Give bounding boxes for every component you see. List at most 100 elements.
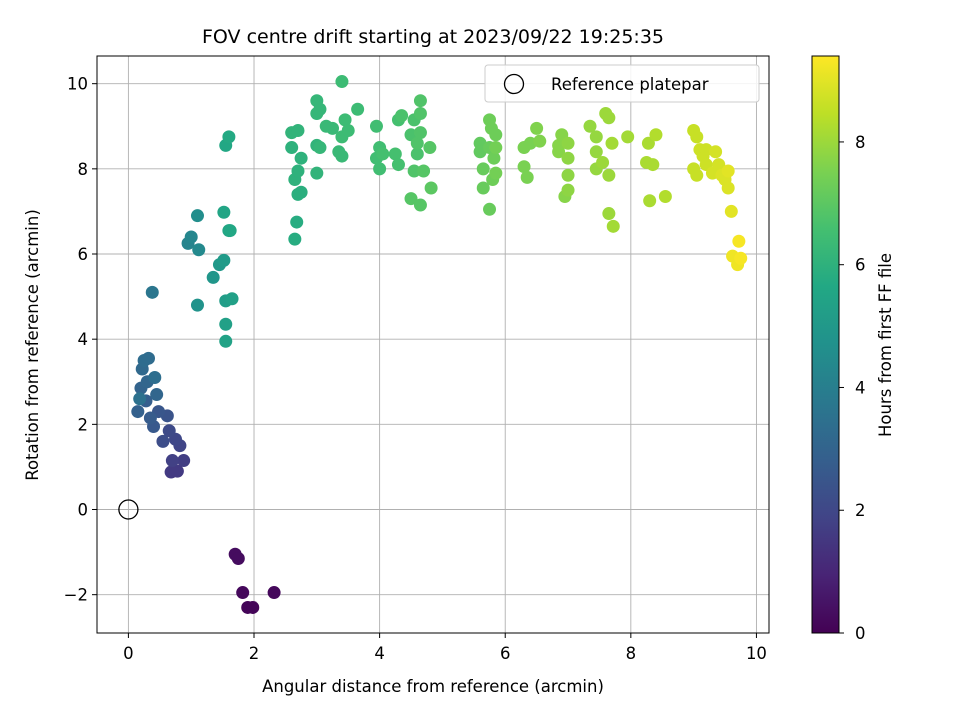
- x-tick-label: 2: [249, 644, 260, 663]
- data-point: [561, 168, 575, 182]
- data-point: [602, 168, 616, 182]
- data-point: [141, 351, 155, 365]
- data-point: [326, 121, 340, 135]
- y-tick-label: −2: [64, 586, 88, 605]
- colorbar-label: Hours from first FF file: [876, 253, 895, 437]
- data-point: [658, 190, 672, 204]
- data-point: [583, 119, 597, 133]
- data-point: [341, 124, 355, 138]
- data-point: [487, 151, 501, 165]
- y-tick-label: 10: [67, 75, 88, 94]
- data-point: [410, 147, 424, 161]
- legend-box: [484, 64, 760, 103]
- x-axis-label: Angular distance from reference (arcmin): [262, 677, 604, 696]
- data-point: [369, 119, 383, 133]
- data-point: [290, 215, 304, 229]
- data-point: [246, 600, 260, 614]
- data-point: [223, 224, 237, 238]
- data-point: [288, 232, 302, 246]
- data-point: [351, 102, 365, 116]
- data-point: [294, 151, 308, 165]
- data-point: [225, 292, 239, 306]
- data-point: [291, 124, 305, 138]
- data-point: [133, 392, 147, 406]
- data-points: [131, 75, 748, 614]
- data-point: [190, 298, 204, 312]
- legend-entry-reference: Reference platepar: [551, 75, 709, 94]
- data-point: [391, 158, 405, 172]
- data-point: [217, 253, 231, 267]
- data-point: [236, 586, 250, 600]
- data-point: [184, 230, 198, 244]
- x-axis-ticks: 0 2 4 6 8 10: [123, 633, 767, 663]
- data-point: [649, 128, 663, 142]
- data-point: [721, 164, 735, 178]
- data-point: [395, 109, 409, 123]
- data-point: [190, 209, 204, 223]
- colorbar: 0 2 4 6 8 Hours from first FF file: [811, 55, 895, 643]
- data-point: [335, 149, 349, 163]
- data-point: [517, 160, 531, 174]
- y-tick-label: 4: [78, 330, 89, 349]
- chart-title: FOV centre drift starting at 2023/09/22 …: [202, 26, 664, 48]
- data-point: [231, 551, 245, 565]
- data-point: [131, 405, 145, 419]
- data-point: [489, 141, 503, 155]
- x-tick-label: 0: [123, 644, 134, 663]
- data-point: [310, 166, 324, 180]
- data-point: [602, 111, 616, 125]
- data-point: [413, 126, 427, 140]
- data-point: [530, 121, 544, 135]
- data-point: [222, 130, 236, 144]
- data-point: [373, 162, 387, 176]
- colorbar-tick-label: 4: [855, 378, 866, 397]
- data-point: [165, 454, 179, 468]
- data-point: [162, 424, 176, 438]
- x-tick-label: 6: [500, 644, 511, 663]
- data-point: [376, 147, 390, 161]
- plot-axes: [96, 55, 770, 634]
- data-point: [313, 102, 327, 116]
- data-point: [732, 234, 746, 248]
- data-point: [552, 145, 566, 159]
- data-point: [589, 130, 603, 144]
- data-point: [483, 202, 497, 216]
- data-point: [734, 251, 748, 265]
- data-point: [413, 198, 427, 212]
- colorbar-gradient: [811, 55, 840, 634]
- data-point: [217, 205, 231, 219]
- y-axis-label: Rotation from reference (arcmin): [23, 209, 42, 481]
- data-point: [267, 586, 281, 600]
- data-point: [690, 168, 704, 182]
- data-point: [423, 141, 437, 155]
- data-point: [410, 136, 424, 150]
- y-tick-label: 0: [78, 501, 89, 520]
- data-point: [150, 388, 164, 402]
- data-point: [388, 147, 402, 161]
- legend: Reference platepar: [484, 64, 760, 103]
- data-point: [589, 145, 603, 159]
- y-tick-label: 2: [78, 415, 89, 434]
- data-point: [291, 164, 305, 178]
- x-tick-label: 4: [374, 644, 385, 663]
- data-point: [407, 164, 421, 178]
- data-point: [285, 141, 299, 155]
- colorbar-ticks: 0 2 4 6 8: [839, 133, 866, 643]
- data-point: [533, 134, 547, 148]
- data-point: [148, 371, 162, 385]
- data-point: [170, 464, 184, 478]
- data-point: [338, 113, 352, 127]
- data-point: [643, 194, 657, 208]
- data-point: [520, 170, 534, 184]
- data-point: [606, 219, 620, 233]
- data-point: [690, 130, 704, 144]
- data-point: [219, 317, 233, 331]
- colorbar-tick-label: 8: [855, 133, 866, 152]
- data-point: [596, 155, 610, 169]
- data-point: [294, 185, 308, 199]
- legend-marker-icon: [503, 73, 525, 95]
- data-point: [489, 128, 503, 142]
- data-point: [561, 136, 575, 150]
- data-point: [404, 192, 418, 206]
